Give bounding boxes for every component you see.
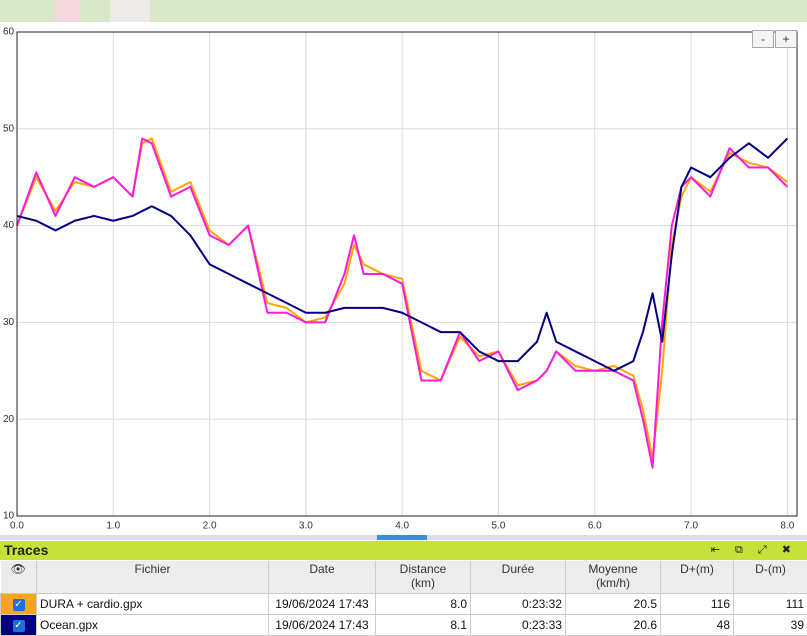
panel-icons[interactable]: ⇤ ⧉ ⤢ ✖ [711, 543, 797, 557]
table-cell: 48 [661, 615, 734, 636]
table-cell: DURA + cardio.gpx [37, 594, 269, 615]
column-header[interactable]: D-(m) [734, 561, 807, 594]
y-tick-label: 50 [3, 123, 15, 134]
y-tick-label: 60 [3, 27, 15, 38]
table-cell: 8.0 [376, 594, 471, 615]
table-cell: Ocean.gpx [37, 615, 269, 636]
y-tick-label: 30 [3, 317, 15, 328]
map-area [110, 0, 150, 24]
column-header[interactable]: Date [269, 561, 376, 594]
column-header[interactable]: Moyenne (km/h) [566, 561, 661, 594]
table-cell: 39 [734, 615, 807, 636]
table-cell: 19/06/2024 17:43 [269, 594, 376, 615]
x-tick-label: 6.0 [588, 521, 602, 532]
column-header[interactable]: Distance (km) [376, 561, 471, 594]
x-tick-label: 0.0 [10, 521, 24, 532]
table-cell: 8.1 [376, 615, 471, 636]
table-cell: 20.5 [566, 594, 661, 615]
table-cell: 0:23:33 [471, 615, 566, 636]
zoom-out-button[interactable]: - [752, 30, 774, 48]
map-road [55, 0, 80, 24]
table-cell: 116 [661, 594, 734, 615]
checkbox[interactable]: ✓ [13, 620, 25, 632]
track-toggle[interactable]: ✓ [1, 594, 37, 615]
panel-header: Traces ⇤ ⧉ ⤢ ✖ [0, 541, 807, 560]
visibility-header[interactable]: 👁 [1, 561, 37, 594]
panel-title: Traces [4, 542, 48, 558]
table-cell: 20.6 [566, 615, 661, 636]
table-cell: 19/06/2024 17:43 [269, 615, 376, 636]
x-tick-label: 3.0 [299, 521, 313, 532]
table-cell: 0:23:32 [471, 594, 566, 615]
x-tick-label: 7.0 [684, 521, 698, 532]
x-tick-label: 2.0 [203, 521, 217, 532]
y-tick-label: 20 [3, 414, 15, 425]
zoom-in-button[interactable]: + [775, 30, 797, 48]
column-header[interactable]: D+(m) [661, 561, 734, 594]
scrollbar-thumb[interactable] [377, 535, 427, 540]
x-tick-label: 4.0 [395, 521, 409, 532]
x-tick-label: 8.0 [780, 521, 794, 532]
checkbox[interactable]: ✓ [13, 599, 25, 611]
column-header[interactable]: Durée [471, 561, 566, 594]
y-tick-label: 40 [3, 220, 15, 231]
table-cell: 111 [734, 594, 807, 615]
column-header[interactable]: Fichier [37, 561, 269, 594]
x-tick-label: 5.0 [492, 521, 506, 532]
chart-panel [0, 22, 807, 535]
track-toggle[interactable]: ✓ [1, 615, 37, 636]
x-tick-label: 1.0 [106, 521, 120, 532]
